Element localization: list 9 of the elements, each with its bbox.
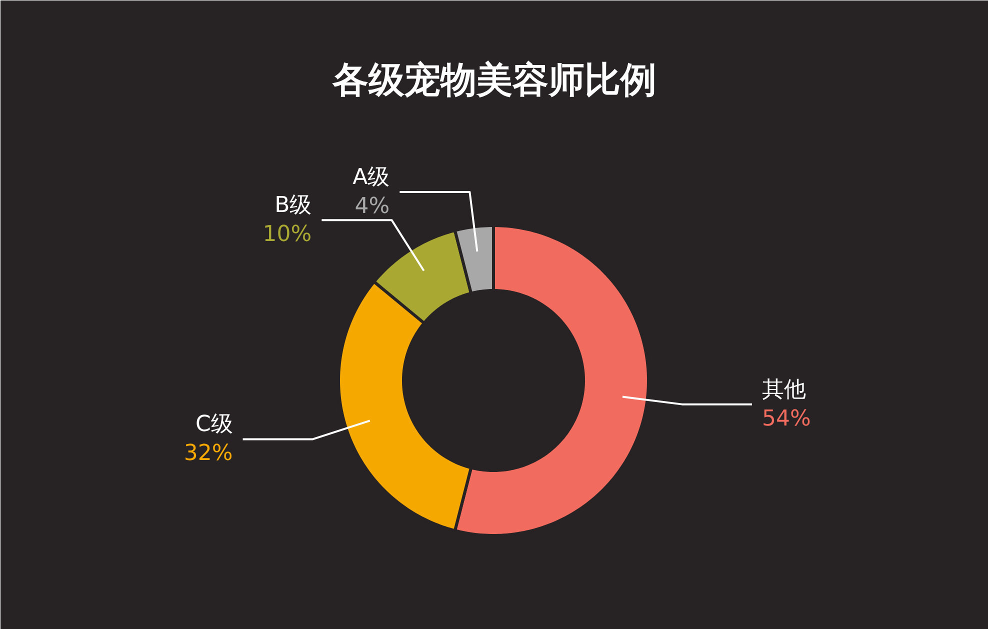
slice-label: 其他	[762, 377, 806, 402]
slice-label: A级	[352, 165, 390, 190]
slice-label: B级	[274, 193, 312, 218]
chart-title: 各级宠物美容师比例	[332, 60, 656, 101]
slice-label: C级	[195, 412, 233, 438]
data-label: 4%	[354, 194, 390, 219]
data-label: 54%	[762, 406, 811, 432]
data-label: 32%	[184, 441, 233, 466]
data-label: 10%	[262, 222, 312, 248]
